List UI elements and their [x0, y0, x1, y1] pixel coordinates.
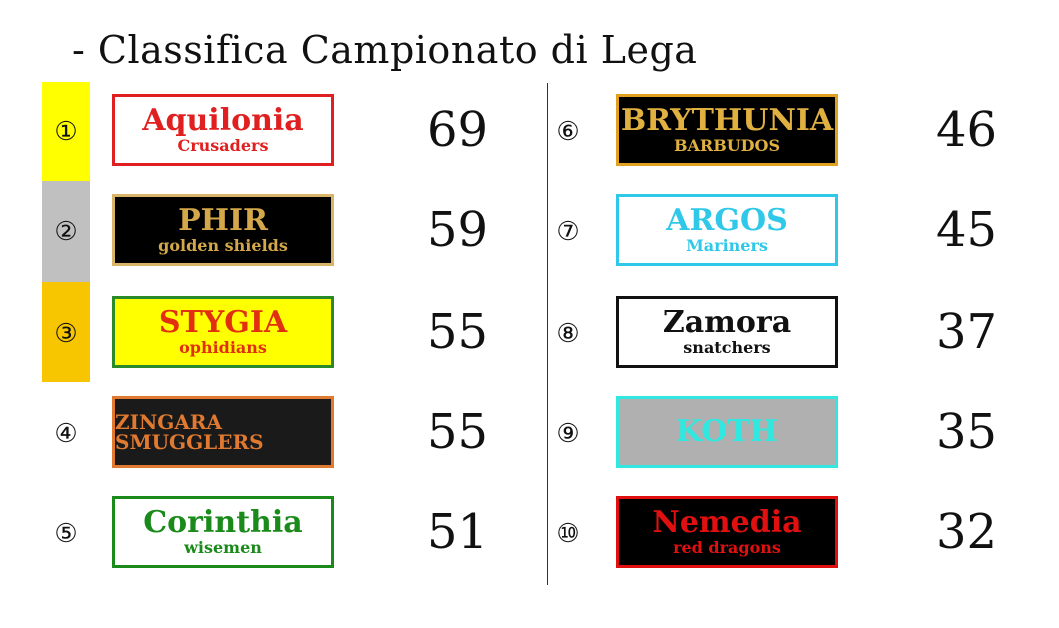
- team-name: Nemedia: [652, 505, 802, 540]
- team-logo: BRYTHUNIA BARBUDOS: [616, 94, 838, 166]
- team-logo: ARGOS Mariners: [616, 194, 838, 266]
- team-points: 69: [427, 102, 489, 158]
- team-subtitle: Mariners: [686, 236, 768, 255]
- rank-badge: ③: [54, 319, 78, 349]
- third-place-highlight: [42, 282, 90, 382]
- team-name: Corinthia: [143, 505, 303, 540]
- team-name: KOTH: [675, 414, 779, 449]
- team-logo: Aquilonia Crusaders: [112, 94, 334, 166]
- standings-row: ⑦ ARGOS Mariners 45: [550, 182, 1050, 282]
- rank-badge: ①: [54, 117, 78, 147]
- team-name: ZINGARA SMUGGLERS: [115, 410, 264, 454]
- standings-row: ⑨ KOTH 35: [550, 384, 1050, 484]
- team-subtitle: Crusaders: [177, 136, 269, 155]
- page-title: - Classifica Campionato di Lega: [72, 28, 698, 72]
- team-name: Zamora: [662, 305, 792, 340]
- standings-row: ⑤ Corinthia wisemen 51: [42, 484, 542, 584]
- team-subtitle: red dragons: [673, 538, 781, 557]
- team-subtitle: ophidians: [179, 338, 267, 357]
- rank-badge: ⑨: [556, 419, 580, 449]
- standings-row: ① Aquilonia Crusaders 69: [42, 82, 542, 182]
- team-subtitle: snatchers: [683, 338, 771, 357]
- rank-badge: ⑦: [556, 217, 580, 247]
- team-subtitle: wisemen: [184, 538, 262, 557]
- team-points: 35: [936, 404, 998, 460]
- team-points: 55: [427, 304, 489, 360]
- standings-row: ④ ZINGARA SMUGGLERS 55: [42, 384, 542, 484]
- team-points: 59: [427, 202, 489, 258]
- standings-row: ⑥ BRYTHUNIA BARBUDOS 46: [550, 82, 1050, 182]
- team-name: Aquilonia: [142, 103, 304, 138]
- rank-badge: ⑧: [556, 319, 580, 349]
- rank-badge: ④: [54, 419, 78, 449]
- team-points: 32: [936, 504, 998, 560]
- rank-badge: ②: [54, 217, 78, 247]
- team-logo: KOTH: [616, 396, 838, 468]
- team-subtitle: BARBUDOS: [673, 136, 781, 155]
- rank-badge: ⑩: [556, 519, 580, 549]
- team-logo: Nemedia red dragons: [616, 496, 838, 568]
- team-points: 55: [427, 404, 489, 460]
- first-place-highlight: [42, 82, 90, 181]
- team-points: 46: [936, 102, 998, 158]
- team-points: 51: [427, 504, 489, 560]
- team-name: ARGOS: [666, 203, 788, 238]
- column-divider: [547, 83, 548, 585]
- standings-row: ③ STYGIA ophidians 55: [42, 284, 542, 384]
- standings-row: ⑩ Nemedia red dragons 32: [550, 484, 1050, 584]
- team-points: 37: [936, 304, 998, 360]
- team-logo: ZINGARA SMUGGLERS: [112, 396, 334, 468]
- team-name: STYGIA: [158, 305, 288, 340]
- rank-badge: ⑤: [54, 519, 78, 549]
- team-logo: Corinthia wisemen: [112, 496, 334, 568]
- team-subtitle: golden shields: [158, 236, 288, 255]
- team-points: 45: [936, 202, 998, 258]
- standings-row: ⑧ Zamora snatchers 37: [550, 284, 1050, 384]
- team-name: BRYTHUNIA: [620, 103, 834, 138]
- team-logo: STYGIA ophidians: [112, 296, 334, 368]
- rank-badge: ⑥: [556, 117, 580, 147]
- team-logo: PHIR golden shields: [112, 194, 334, 266]
- second-place-highlight: [42, 181, 90, 282]
- team-name: PHIR: [178, 203, 268, 238]
- standings-row: ② PHIR golden shields 59: [42, 182, 542, 282]
- team-logo: Zamora snatchers: [616, 296, 838, 368]
